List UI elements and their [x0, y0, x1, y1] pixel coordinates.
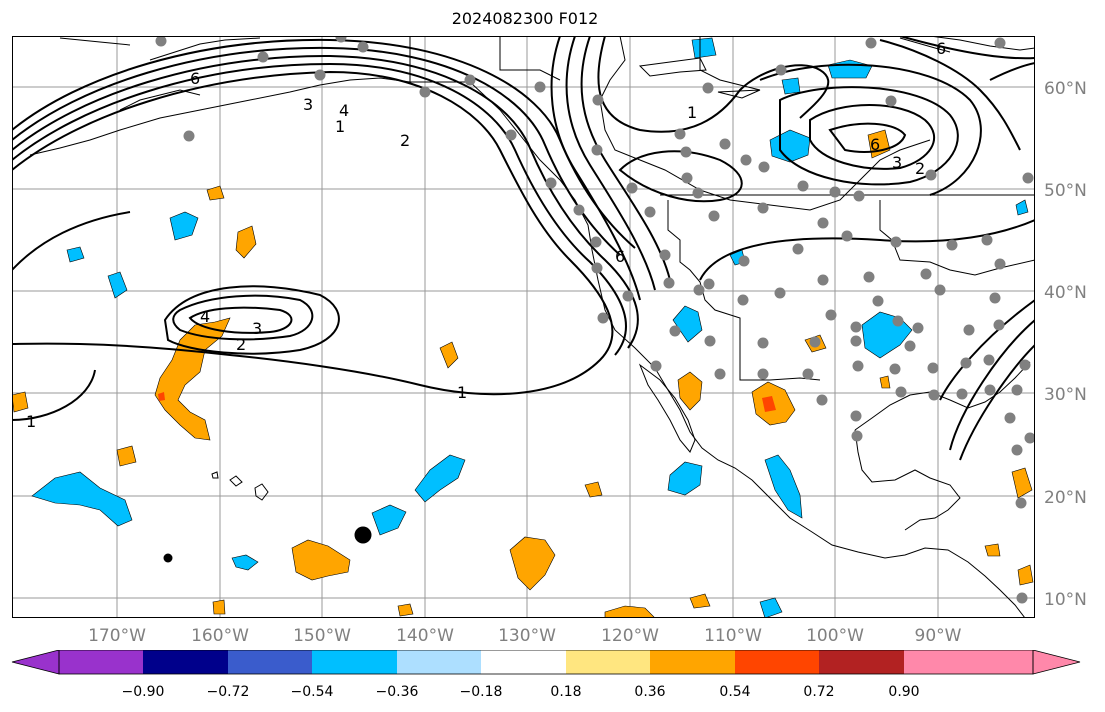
colorbar-tick: 0.18 [550, 684, 582, 700]
colorbar-tick: −0.54 [290, 684, 334, 700]
lat-label: 10°N [1044, 590, 1087, 610]
map-title: 2024082300 F012 [451, 9, 599, 28]
contour-label: 1 [335, 117, 345, 136]
storm-marker [354, 526, 372, 544]
lon-label: 140°W [396, 626, 454, 646]
lat-label: 50°N [1044, 181, 1087, 201]
contour-label: 2 [400, 131, 410, 150]
colorbar-tick: −0.72 [206, 684, 250, 700]
colorbar-tick: −0.90 [121, 684, 165, 700]
colorbar-cell [481, 650, 566, 674]
contour-label: 3 [252, 319, 262, 338]
colorbar-cell [397, 650, 481, 674]
lat-label: 30°N [1044, 385, 1087, 405]
contour-label-group: 1 1 1 1 2 2 2 3 3 3 4 4 6 6 6 6 [26, 39, 946, 431]
colorbar-cell [59, 650, 143, 674]
lon-label: 110°W [704, 626, 762, 646]
map-panel: 1 1 1 1 2 2 2 3 3 3 4 4 6 6 6 6 [12, 36, 1035, 618]
colorbar-cell [312, 650, 397, 674]
colorbar-cell [735, 650, 819, 674]
colorbar-cell [904, 650, 1033, 674]
lat-label: 40°N [1044, 283, 1087, 303]
observation-stations [155, 36, 1035, 604]
contour-label: 3 [303, 95, 313, 114]
contour-label: 6 [870, 135, 880, 154]
colorbar-tick: 0.72 [803, 684, 835, 700]
colorbar-cell [566, 650, 650, 674]
colorbar-extend-low [12, 650, 59, 674]
lat-label: 20°N [1044, 488, 1087, 508]
lat-label: 60°N [1044, 79, 1087, 99]
lon-label: 160°W [191, 626, 249, 646]
contour-label: 6 [615, 247, 625, 266]
lon-label: 90°W [914, 626, 962, 646]
contour-lines [12, 36, 1035, 461]
contour-label: 1 [687, 103, 697, 122]
colorbar-cell [228, 650, 312, 674]
colorbar-cells [12, 650, 1080, 674]
map-svg: 1 1 1 1 2 2 2 3 3 3 4 4 6 6 6 6 [12, 36, 1035, 618]
positive-anomaly-areas [12, 129, 1034, 618]
contour-label: 6 [936, 39, 946, 58]
colorbar-cell [143, 650, 228, 674]
negative-anomaly-areas [31, 37, 1029, 618]
colorbar [11, 650, 1081, 675]
colorbar-cell [650, 650, 735, 674]
lon-label: 120°W [601, 626, 659, 646]
contour-label: 2 [915, 159, 925, 178]
contour-label: 1 [26, 412, 36, 431]
island-marker [163, 553, 173, 563]
colorbar-outline [58, 650, 1034, 675]
colorbar-tick: 0.36 [634, 684, 666, 700]
lon-label: 130°W [498, 626, 556, 646]
contour-label: 2 [236, 335, 246, 354]
contour-label: 1 [457, 383, 467, 402]
contour-label: 3 [892, 153, 902, 172]
lon-label: 100°W [806, 626, 864, 646]
colorbar-tick: −0.36 [375, 684, 419, 700]
colorbar-cell [819, 650, 904, 674]
lon-label: 150°W [293, 626, 351, 646]
contour-label: 4 [200, 307, 210, 326]
contour-label: 6 [190, 69, 200, 88]
colorbar-tick: 0.90 [888, 684, 920, 700]
strong-positive-anomaly-areas [158, 392, 776, 412]
colorbar-tick: −0.18 [459, 684, 503, 700]
colorbar-tick: 0.54 [719, 684, 751, 700]
lon-label: 170°W [88, 626, 146, 646]
colorbar-extend-high [1033, 650, 1080, 674]
contour-label: 4 [339, 101, 349, 120]
coastlines [29, 36, 1035, 618]
